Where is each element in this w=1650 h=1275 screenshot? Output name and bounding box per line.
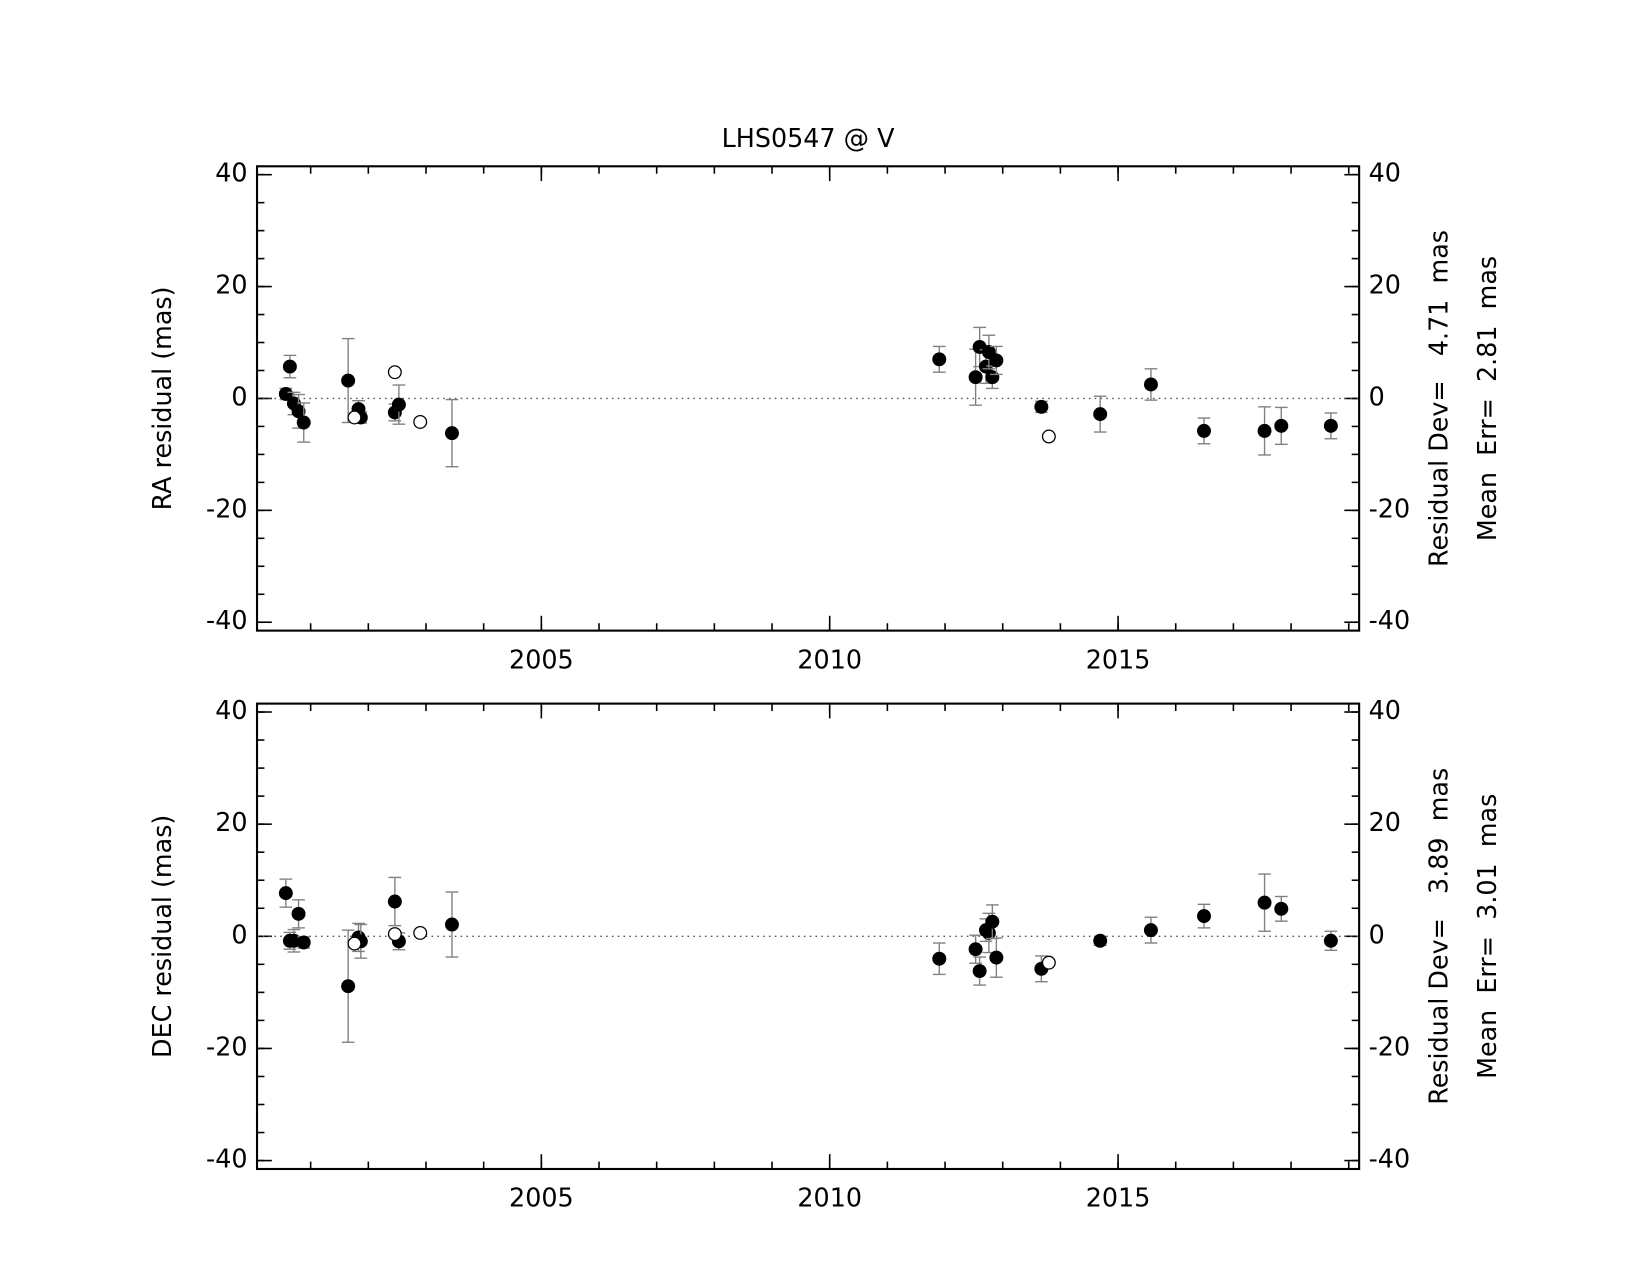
point xyxy=(932,352,947,367)
open-point xyxy=(387,927,402,942)
point xyxy=(968,370,983,385)
open-point xyxy=(413,925,428,940)
point xyxy=(278,886,293,901)
point xyxy=(291,404,306,419)
point xyxy=(1323,933,1338,948)
point xyxy=(968,942,983,957)
point xyxy=(387,894,402,909)
point xyxy=(1093,407,1108,422)
annotation: Mean Err= 3.01 mas xyxy=(1472,794,1502,1079)
y2-tick-label: 20 xyxy=(1369,807,1401,837)
y2-tick-label: 20 xyxy=(1369,270,1401,300)
point xyxy=(391,397,406,412)
point xyxy=(1274,418,1289,433)
point xyxy=(1197,423,1211,438)
annotation: Mean Err= 2.81 mas xyxy=(1472,256,1502,541)
y-tick-label: 0 xyxy=(231,381,247,411)
point xyxy=(932,951,947,966)
point xyxy=(444,426,459,441)
point xyxy=(1143,923,1158,938)
plot-frame xyxy=(255,702,1361,1171)
open-point xyxy=(1041,955,1056,970)
y2-tick-label: 40 xyxy=(1369,158,1401,188)
point xyxy=(282,359,297,374)
point xyxy=(291,906,306,921)
y-tick-label: -40 xyxy=(206,605,247,635)
point xyxy=(989,950,1004,965)
point xyxy=(444,917,459,932)
point xyxy=(341,373,356,388)
point xyxy=(1197,909,1211,924)
y-tick-label: 20 xyxy=(215,807,247,837)
y-tick-label: 0 xyxy=(231,919,247,949)
x-tick-label: 2010 xyxy=(797,1183,862,1213)
y-axis-title: RA residual (mas) xyxy=(147,286,177,510)
point xyxy=(296,935,311,950)
annotation: Residual Dev= 3.89 mas xyxy=(1424,768,1454,1105)
y-tick-label: -20 xyxy=(206,493,247,523)
x-tick-label: 2015 xyxy=(1086,1183,1151,1213)
y-axis-title: DEC residual (mas) xyxy=(147,815,177,1058)
point xyxy=(1323,418,1338,433)
y2-tick-label: -20 xyxy=(1369,1031,1410,1061)
y2-tick-label: 0 xyxy=(1369,381,1385,411)
point xyxy=(296,415,311,430)
x-tick-label: 2005 xyxy=(509,1183,574,1213)
point xyxy=(1143,377,1158,392)
point xyxy=(989,353,1004,368)
open-point xyxy=(1041,429,1056,444)
y2-tick-label: 40 xyxy=(1369,695,1401,725)
point xyxy=(1093,933,1108,948)
point xyxy=(1257,895,1272,910)
annotation: Residual Dev= 4.71 mas xyxy=(1424,230,1454,567)
point xyxy=(985,914,1000,929)
open-point xyxy=(347,410,362,425)
plot-frame xyxy=(255,165,1361,632)
y2-tick-label: -40 xyxy=(1369,1144,1410,1174)
y-tick-label: 20 xyxy=(215,270,247,300)
x-tick-label: 2005 xyxy=(509,644,574,674)
y-tick-label: 40 xyxy=(215,158,247,188)
y2-tick-label: 0 xyxy=(1369,919,1385,949)
point xyxy=(1034,399,1049,414)
y2-tick-label: -20 xyxy=(1369,493,1410,523)
chart-title: LHS0547 @ V xyxy=(722,123,895,153)
y2-tick-label: -40 xyxy=(1369,605,1410,635)
point xyxy=(341,979,356,994)
x-tick-label: 2015 xyxy=(1086,644,1151,674)
x-tick-label: 2010 xyxy=(797,644,862,674)
open-point xyxy=(413,414,428,429)
y-tick-label: -40 xyxy=(206,1144,247,1174)
point xyxy=(1274,901,1289,916)
open-point xyxy=(347,936,362,951)
point xyxy=(972,964,987,979)
y-tick-label: -20 xyxy=(206,1031,247,1061)
open-point xyxy=(387,365,402,380)
y-tick-label: 40 xyxy=(215,695,247,725)
point xyxy=(1257,423,1272,438)
